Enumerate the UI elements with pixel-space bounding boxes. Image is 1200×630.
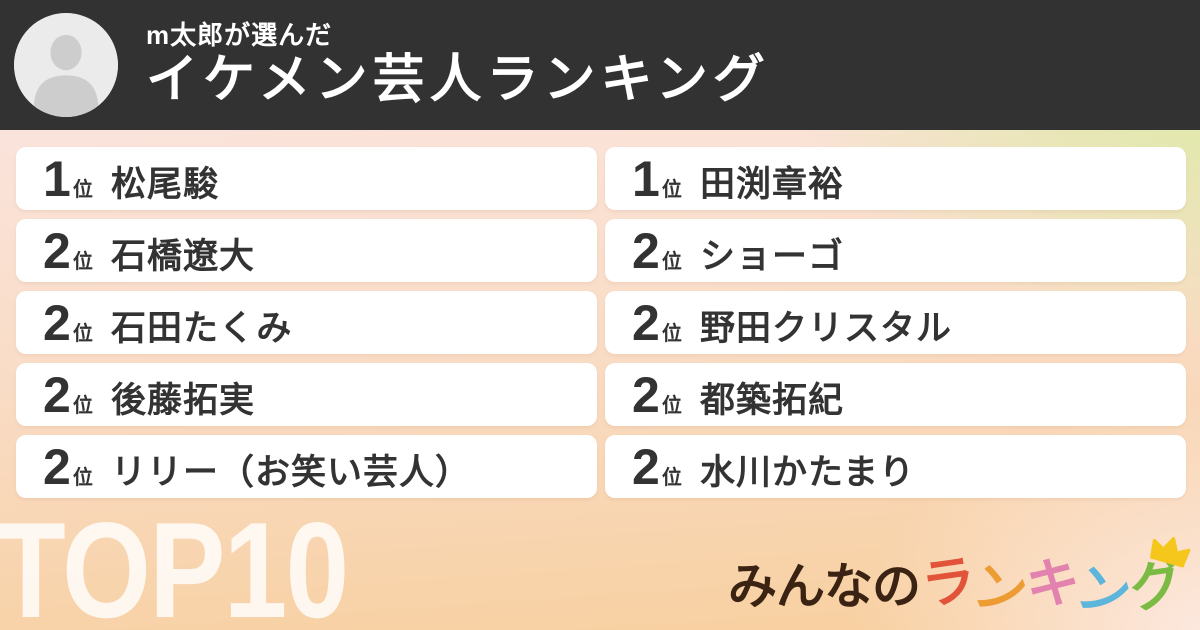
logo-char: ン xyxy=(1070,556,1137,627)
rank-suffix: 位 xyxy=(72,466,93,489)
entrant-name: 後藤拓実 xyxy=(111,380,256,420)
rank-suffix: 位 xyxy=(72,250,93,273)
rank-number: 2 xyxy=(632,294,660,351)
rank-number: 2 xyxy=(43,438,71,495)
site-logo: みんなの ランキング xyxy=(727,537,1191,627)
rank-number: 2 xyxy=(43,294,71,351)
person-icon xyxy=(14,13,118,117)
rank-suffix: 位 xyxy=(661,466,682,489)
rank-suffix: 位 xyxy=(72,322,93,345)
entrant-name: リリー（お笑い芸人） xyxy=(111,452,472,492)
header-text: m太郎が選んだ イケメン芸人ランキング xyxy=(146,19,770,109)
entrant-name: 野田クリスタル xyxy=(700,308,953,348)
header: m太郎が選んだ イケメン芸人ランキング xyxy=(0,0,1200,130)
entrant-name: 都築拓紀 xyxy=(700,380,845,420)
curator-label: m太郎が選んだ xyxy=(146,19,333,50)
rank-number: 2 xyxy=(43,222,71,279)
rank-number: 1 xyxy=(632,150,660,207)
rank-suffix: 位 xyxy=(72,394,93,417)
rank-suffix: 位 xyxy=(661,394,682,417)
entrant-name: 田渕章裕 xyxy=(700,164,845,204)
rank-number: 2 xyxy=(43,366,71,423)
rank-suffix: 位 xyxy=(661,322,682,345)
rank-number: 2 xyxy=(632,438,660,495)
entrant-name: 松尾駿 xyxy=(111,164,220,204)
logo-prefix: みんなの xyxy=(727,560,921,614)
entrant-name: ショーゴ xyxy=(700,236,845,276)
logo-char: ン xyxy=(968,555,1032,625)
avatar xyxy=(14,13,118,117)
logo-colored: ランキング xyxy=(918,550,1188,627)
rank-suffix: 位 xyxy=(661,250,682,273)
entrant-name: 水川かたまり xyxy=(700,452,915,492)
crown-icon xyxy=(1150,537,1191,568)
entrant-name: 石田たくみ xyxy=(111,308,293,348)
rank-suffix: 位 xyxy=(661,178,682,201)
rank-number: 2 xyxy=(632,366,660,423)
top10-badge: TOP10 xyxy=(0,494,349,630)
rank-suffix: 位 xyxy=(72,178,93,201)
entrant-name: 石橋遼大 xyxy=(111,236,256,276)
page-title: イケメン芸人ランキング xyxy=(146,50,770,109)
rank-number: 2 xyxy=(632,222,660,279)
rank-number: 1 xyxy=(43,150,71,207)
